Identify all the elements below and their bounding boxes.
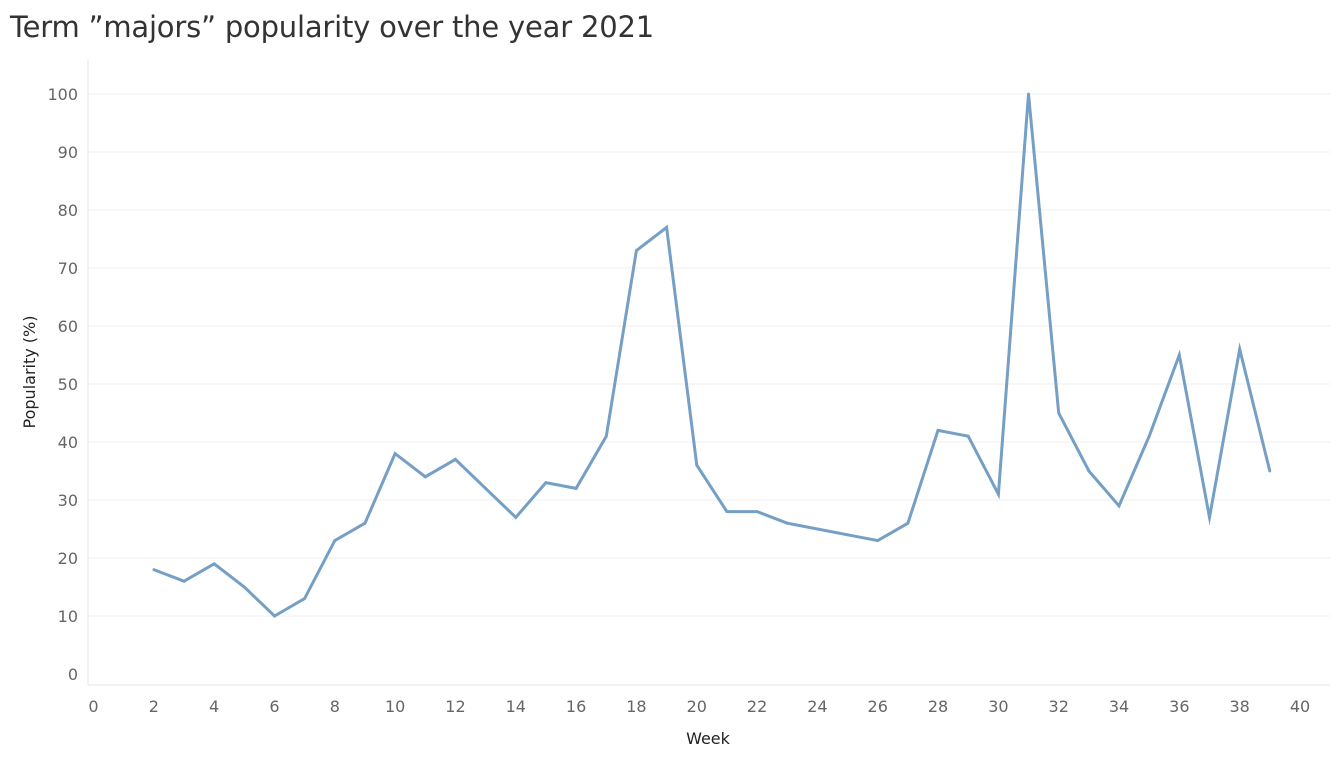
x-tick-label-22: 22	[747, 697, 767, 716]
data-point-week-22	[755, 510, 759, 513]
x-tick-label-6: 6	[269, 697, 279, 716]
data-point-week-17	[604, 434, 608, 438]
x-tick-label-26: 26	[868, 697, 888, 716]
data-point-week-38	[1238, 347, 1242, 351]
data-point-week-27	[906, 521, 910, 525]
data-point-week-24	[816, 527, 819, 531]
x-tick-label-24: 24	[807, 697, 827, 716]
data-point-week-20	[695, 463, 699, 467]
data-point-week-26	[876, 539, 880, 542]
data-point-week-32	[1057, 411, 1061, 415]
data-point-week-11	[423, 475, 427, 479]
y-tick-label-20: 20	[58, 549, 78, 568]
x-tick-label-40: 40	[1290, 697, 1310, 716]
y-tick-label-70: 70	[58, 259, 78, 278]
data-point-week-33	[1087, 469, 1091, 473]
data-point-week-6	[273, 614, 276, 618]
x-tick-label-2: 2	[149, 697, 159, 716]
data-point-week-31	[1027, 92, 1030, 96]
x-axis-title: Week	[686, 729, 731, 748]
y-tick-label-90: 90	[58, 143, 78, 162]
y-tick-label-10: 10	[58, 607, 78, 626]
x-tick-label-30: 30	[988, 697, 1008, 716]
x-axis-ticks: 0 2 4 6 8 10 12 14 16 18 20 22 24 26 28 30 32 34 36 38 40	[88, 697, 1310, 716]
x-tick-label-0: 0	[88, 697, 98, 716]
data-point-week-25	[846, 533, 849, 537]
data-points	[152, 92, 1272, 618]
data-point-week-9	[363, 521, 367, 525]
y-tick-label-80: 80	[58, 201, 78, 220]
data-point-week-34	[1117, 504, 1121, 508]
y-tick-label-30: 30	[58, 491, 78, 510]
data-point-week-15	[544, 481, 548, 484]
x-tick-label-14: 14	[506, 697, 526, 716]
x-tick-label-18: 18	[626, 697, 646, 716]
y-tick-label-100: 100	[47, 85, 78, 104]
x-tick-label-8: 8	[330, 697, 340, 716]
data-point-week-18	[635, 249, 638, 253]
y-tick-label-60: 60	[58, 317, 78, 336]
data-point-week-16	[574, 487, 578, 490]
x-tick-label-36: 36	[1169, 697, 1189, 716]
data-point-week-14	[514, 516, 518, 519]
x-tick-label-32: 32	[1049, 697, 1069, 716]
data-point-week-13	[484, 487, 488, 490]
gridlines	[88, 93, 1330, 617]
data-point-week-36	[1177, 353, 1181, 357]
y-tick-label-50: 50	[58, 375, 78, 394]
data-point-week-2	[152, 568, 156, 571]
data-point-week-4	[212, 562, 216, 566]
series-layer	[153, 93, 1272, 618]
data-point-week-7	[303, 597, 307, 600]
series-line-0	[153, 93, 1272, 618]
data-point-week-19	[665, 226, 668, 229]
x-tick-label-38: 38	[1229, 697, 1249, 716]
x-tick-label-12: 12	[445, 697, 465, 716]
data-point-week-39	[1268, 469, 1272, 473]
chart-title: Term ”majors” popularity over the year 2…	[10, 10, 654, 44]
data-point-week-10	[393, 452, 397, 455]
data-point-week-28	[936, 429, 940, 432]
x-tick-label-34: 34	[1109, 697, 1129, 716]
data-point-week-37	[1208, 516, 1211, 519]
x-tick-label-4: 4	[209, 697, 219, 716]
data-point-week-5	[242, 585, 246, 589]
y-tick-label-0: 0	[68, 665, 78, 684]
x-tick-label-20: 20	[687, 697, 707, 716]
data-point-week-8	[333, 539, 337, 542]
y-axis-ticks: 0 10 20 30 40 50 60 70 80 90 100	[47, 85, 78, 684]
data-point-week-30	[996, 492, 1000, 496]
data-point-week-29	[966, 434, 970, 438]
x-tick-label-10: 10	[385, 697, 405, 716]
y-tick-label-40: 40	[58, 433, 78, 452]
y-axis-title: Popularity (%)	[20, 316, 39, 429]
data-point-week-3	[182, 579, 186, 583]
x-tick-label-28: 28	[928, 697, 948, 716]
x-tick-label-16: 16	[566, 697, 586, 716]
data-point-week-12	[454, 458, 457, 461]
data-point-week-35	[1147, 434, 1151, 438]
data-point-week-23	[785, 521, 789, 525]
data-point-week-21	[725, 510, 729, 513]
